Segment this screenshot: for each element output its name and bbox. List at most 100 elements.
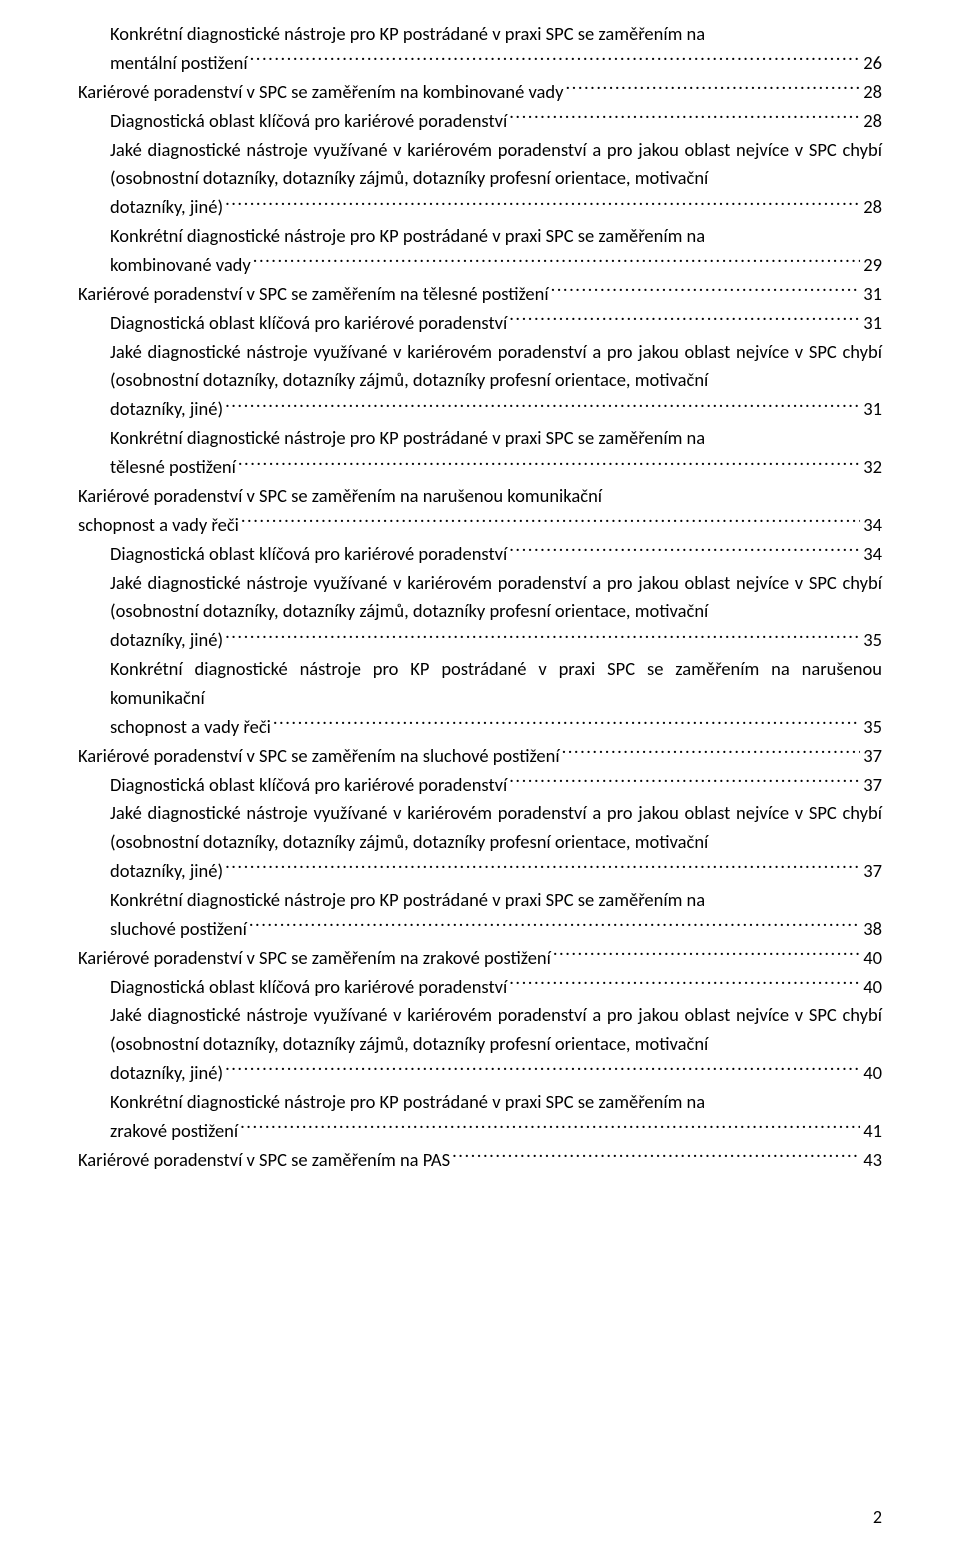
dot-leader bbox=[566, 78, 861, 98]
dot-leader bbox=[240, 1116, 860, 1136]
toc-entry-text-tail: dotazníky, jiné) bbox=[110, 193, 223, 222]
toc-entry-page: 26 bbox=[863, 49, 882, 78]
toc-entry-text-tail: schopnost a vady řeči bbox=[110, 713, 271, 742]
toc-entry-text-tail: tělesné postižení bbox=[110, 453, 236, 482]
toc-entry-text: Kariérové poradenství v SPC se zaměřením… bbox=[78, 280, 549, 309]
toc-entry[interactable]: Jaké diagnostické nástroje využívané v k… bbox=[110, 1001, 882, 1087]
toc-entry-text: Kariérové poradenství v SPC se zaměřením… bbox=[78, 484, 602, 507]
toc-entry-lastline: dotazníky, jiné) 37 bbox=[110, 857, 882, 886]
toc-entry-text-tail: kombinované vady bbox=[110, 251, 251, 280]
toc-entry-text: Konkrétní diagnostické nástroje pro KP p… bbox=[110, 22, 705, 45]
toc-entry-text: Diagnostická oblast klíčová pro kariérov… bbox=[110, 973, 507, 1002]
toc-entry[interactable]: Diagnostická oblast klíčová pro kariérov… bbox=[110, 107, 882, 136]
dot-leader bbox=[253, 251, 860, 271]
toc-entry-text: Kariérové poradenství v SPC se zaměřením… bbox=[78, 1146, 450, 1175]
page-number: 2 bbox=[873, 1506, 882, 1528]
toc-entry[interactable]: Kariérové poradenství v SPC se zaměřením… bbox=[78, 1145, 882, 1174]
dot-leader bbox=[225, 1059, 860, 1079]
toc-entry-lastline: dotazníky, jiné) 28 bbox=[110, 193, 882, 222]
toc-entry-page: 43 bbox=[863, 1146, 882, 1175]
toc-entry-text-tail: zrakové postižení bbox=[110, 1117, 238, 1146]
dot-leader bbox=[273, 712, 860, 732]
toc-entry-text-tail: dotazníky, jiné) bbox=[110, 1059, 223, 1088]
toc-entry-page: 37 bbox=[863, 857, 882, 886]
toc-entry[interactable]: Konkrétní diagnostické nástroje pro KP p… bbox=[110, 886, 882, 944]
toc-entry-text: Jaké diagnostické nástroje využívané v k… bbox=[110, 571, 882, 623]
toc-entry-lastline: schopnost a vady řeči 35 bbox=[110, 712, 882, 741]
toc-entry-page: 34 bbox=[863, 540, 882, 569]
toc-entry[interactable]: Konkrétní diagnostické nástroje pro KP p… bbox=[110, 20, 882, 78]
toc-entry-lastline: dotazníky, jiné)35 bbox=[110, 626, 882, 655]
toc-entry[interactable]: Kariérové poradenství v SPC se zaměřením… bbox=[78, 943, 882, 972]
toc-entry-page: 40 bbox=[863, 973, 882, 1002]
toc-entry-page: 35 bbox=[863, 626, 882, 655]
toc-entry-text: Kariérové poradenství v SPC se zaměřením… bbox=[78, 944, 551, 973]
toc-entry-text-tail: schopnost a vady řeči bbox=[78, 511, 239, 540]
toc-entry-page: 37 bbox=[863, 771, 882, 800]
dot-leader bbox=[562, 741, 861, 761]
dot-leader bbox=[509, 309, 860, 329]
toc-entry-lastline: kombinované vady29 bbox=[110, 251, 882, 280]
toc-entry-text-tail: mentální postižení bbox=[110, 49, 248, 78]
toc-entry[interactable]: Kariérové poradenství v SPC se zaměřením… bbox=[78, 78, 882, 107]
toc-entry-page: 35 bbox=[863, 713, 882, 742]
toc-entry-lastline: sluchové postižení 38 bbox=[110, 914, 882, 943]
toc-entry-lastline: tělesné postižení 32 bbox=[110, 453, 882, 482]
toc-entry-lastline: zrakové postižení 41 bbox=[110, 1116, 882, 1145]
toc-entry-text: Konkrétní diagnostické nástroje pro KP p… bbox=[110, 888, 705, 911]
dot-leader bbox=[249, 914, 860, 934]
dot-leader bbox=[551, 280, 861, 300]
toc-entry-text: Kariérové poradenství v SPC se zaměřením… bbox=[78, 742, 560, 771]
toc-entry-page: 37 bbox=[863, 742, 882, 771]
dot-leader bbox=[225, 193, 860, 213]
document-page: Konkrétní diagnostické nástroje pro KP p… bbox=[0, 0, 960, 1554]
toc-entry-text: Konkrétní diagnostické nástroje pro KP p… bbox=[110, 224, 705, 247]
toc-entry-page: 28 bbox=[863, 107, 882, 136]
toc-entry[interactable]: Kariérové poradenství v SPC se zaměřením… bbox=[78, 482, 882, 540]
toc-entry[interactable]: Konkrétní diagnostické nástroje pro KP p… bbox=[110, 655, 882, 741]
toc-entry[interactable]: Kariérové poradenství v SPC se zaměřením… bbox=[78, 741, 882, 770]
toc-entry-page: 31 bbox=[863, 309, 882, 338]
toc-entry[interactable]: Kariérové poradenství v SPC se zaměřením… bbox=[78, 280, 882, 309]
toc-entry-text: Diagnostická oblast klíčová pro kariérov… bbox=[110, 771, 507, 800]
toc-entry[interactable]: Konkrétní diagnostické nástroje pro KP p… bbox=[110, 1088, 882, 1146]
toc-entry-text: Diagnostická oblast klíčová pro kariérov… bbox=[110, 309, 507, 338]
toc-entry-page: 32 bbox=[863, 453, 882, 482]
toc-entry[interactable]: Diagnostická oblast klíčová pro kariérov… bbox=[110, 309, 882, 338]
toc-entry-page: 28 bbox=[863, 78, 882, 107]
toc-entry-text: Jaké diagnostické nástroje využívané v k… bbox=[110, 340, 882, 392]
toc-entry[interactable]: Jaké diagnostické nástroje využívané v k… bbox=[110, 799, 882, 885]
toc-entry-page: 38 bbox=[863, 915, 882, 944]
toc-entry-text: Konkrétní diagnostické nástroje pro KP p… bbox=[110, 1090, 705, 1113]
toc-entry-page: 31 bbox=[863, 280, 882, 309]
toc-entry-text: Jaké diagnostické nástroje využívané v k… bbox=[110, 138, 882, 190]
toc-entry[interactable]: Diagnostická oblast klíčová pro kariérov… bbox=[110, 770, 882, 799]
toc-entry-page: 28 bbox=[863, 193, 882, 222]
toc-entry-page: 34 bbox=[863, 511, 882, 540]
dot-leader bbox=[225, 626, 860, 646]
toc-entry-text-tail: dotazníky, jiné) bbox=[110, 857, 223, 886]
toc-entry[interactable]: Jaké diagnostické nástroje využívané v k… bbox=[110, 136, 882, 222]
toc-entry-text: Konkrétní diagnostické nástroje pro KP p… bbox=[110, 426, 705, 449]
toc-entry[interactable]: Jaké diagnostické nástroje využívané v k… bbox=[110, 569, 882, 655]
toc-entry-page: 40 bbox=[863, 1059, 882, 1088]
toc-entry-text: Diagnostická oblast klíčová pro kariérov… bbox=[110, 540, 507, 569]
dot-leader bbox=[452, 1145, 860, 1165]
toc-entry-text-tail: sluchové postižení bbox=[110, 915, 247, 944]
toc-entry-text-tail: dotazníky, jiné) bbox=[110, 395, 223, 424]
dot-leader bbox=[225, 857, 860, 877]
toc-entry[interactable]: Diagnostická oblast klíčová pro kariérov… bbox=[110, 972, 882, 1001]
toc-entry-lastline: dotazníky, jiné) 40 bbox=[110, 1059, 882, 1088]
toc-entry[interactable]: Konkrétní diagnostické nástroje pro KP p… bbox=[110, 424, 882, 482]
toc-entry-page: 41 bbox=[863, 1117, 882, 1146]
dot-leader bbox=[225, 395, 860, 415]
dot-leader bbox=[509, 770, 860, 790]
dot-leader bbox=[250, 49, 861, 69]
dot-leader bbox=[238, 453, 860, 473]
dot-leader bbox=[509, 540, 860, 560]
toc-entry[interactable]: Jaké diagnostické nástroje využívané v k… bbox=[110, 338, 882, 424]
toc-entry[interactable]: Diagnostická oblast klíčová pro kariérov… bbox=[110, 540, 882, 569]
toc-entry[interactable]: Konkrétní diagnostické nástroje pro KP p… bbox=[110, 222, 882, 280]
toc-entry-lastline: mentální postižení 26 bbox=[110, 49, 882, 78]
toc-entry-text: Jaké diagnostické nástroje využívané v k… bbox=[110, 801, 882, 853]
